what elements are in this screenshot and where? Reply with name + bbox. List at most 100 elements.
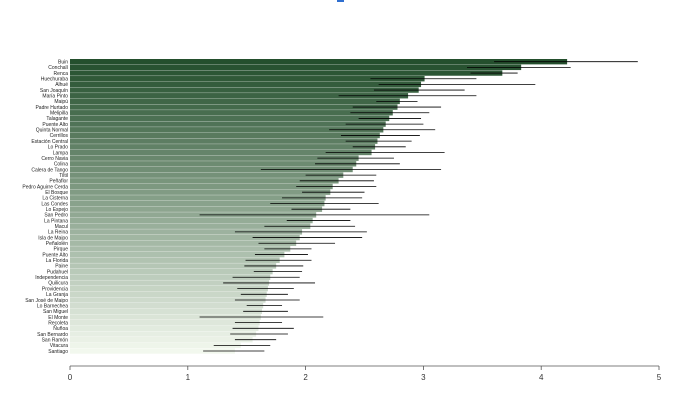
category-label: Padre Hurtado [35,105,68,111]
bar [70,223,311,229]
x-tick-label: 3 [421,373,426,382]
bar [70,206,323,212]
top-accent-mark [337,0,344,2]
category-label: Tiltil [59,173,68,179]
category-label: San José de Maipo [25,298,68,304]
category-label: El Monte [48,315,68,321]
category-label: Pedro Aguirre Cerda [22,184,68,190]
category-label: La Granja [46,292,68,298]
bar [70,87,419,93]
category-label: María Pinto [42,94,68,100]
bar [70,263,277,269]
bar [70,121,386,127]
category-label: Peñalolén [46,241,68,247]
category-label: Maipú [54,99,68,105]
category-label: Lo Espejo [46,207,68,213]
bar [70,127,384,133]
bar [70,110,393,116]
bar [70,70,503,76]
category-label: Providencia [42,286,68,292]
bar [70,149,372,156]
bar [70,189,331,195]
category-label: Isla de Maipo [38,235,68,241]
x-tick-label: 0 [68,373,73,382]
bar [70,217,313,224]
category-label: Cerro Navia [41,156,68,162]
category-label: La Cisterna [42,196,68,202]
category-label: Colina [54,162,68,168]
category-label: Talagante [46,116,68,122]
bar [70,200,325,207]
category-label: Santiago [48,349,68,355]
bar [70,166,353,173]
category-label: El Bosque [45,190,68,196]
bar [70,115,390,122]
category-label: Pudahuel [47,269,68,275]
bar [70,161,357,167]
bar [70,195,326,201]
bar [70,76,425,82]
bar [70,93,409,99]
category-label: Vitacura [50,343,68,349]
bar [70,81,422,88]
bar [70,280,270,286]
bar [70,268,273,275]
bar [70,155,359,161]
category-label: Huechuraba [41,77,68,83]
bar [70,246,291,252]
category-label: Conchalí [48,65,68,71]
bar [70,257,280,263]
category-label: La Pintana [44,218,68,224]
category-label: San Joaquín [40,88,68,94]
category-label: Cerrillos [50,133,69,139]
category-label: San Ramón [42,337,69,343]
category-label: La Reina [48,230,68,236]
bar [70,144,376,150]
bar [70,314,261,320]
bar [70,285,268,292]
bar [70,178,339,184]
category-label: San Bernardo [37,332,68,338]
bar [70,331,257,337]
bar [70,59,568,65]
bar [70,172,344,178]
category-label: Ñuñoa [53,325,68,332]
bar [70,104,398,110]
category-label: Quinta Normal [36,128,68,134]
category-label: Lo Prado [48,145,69,151]
category-label: Calera de Tango [31,167,68,173]
category-label: Renca [54,71,69,77]
bar [70,308,263,315]
category-label: San Pedro [44,213,68,219]
bar [70,138,378,144]
bar [70,336,253,343]
bar [70,251,285,258]
category-label: Macul [55,224,68,230]
category-label: Estación Central [31,139,68,145]
bar [70,229,303,235]
bar [70,325,259,332]
bars-group [70,59,568,354]
bar [70,348,235,354]
bar [70,64,522,71]
bar [70,291,267,297]
category-label: Lo Barnechea [37,303,68,309]
x-tick-label: 5 [657,373,662,382]
x-tick-label: 4 [539,373,544,382]
bar [70,297,266,303]
category-label: Paine [55,264,68,270]
category-label: Recoleta [48,320,68,326]
bar [70,212,317,218]
bar [70,342,241,349]
category-label: Lampa [53,150,69,156]
bar [70,132,380,139]
category-label: La Florida [46,258,68,264]
x-tick-label: 2 [303,373,308,382]
category-label: Puente Alto [42,252,68,258]
bar [70,274,271,280]
bar [70,234,300,241]
category-label: Peñaflor [49,179,68,185]
x-axis: 0 1 2 3 4 5 [68,365,662,382]
category-label: Pirque [54,247,69,253]
